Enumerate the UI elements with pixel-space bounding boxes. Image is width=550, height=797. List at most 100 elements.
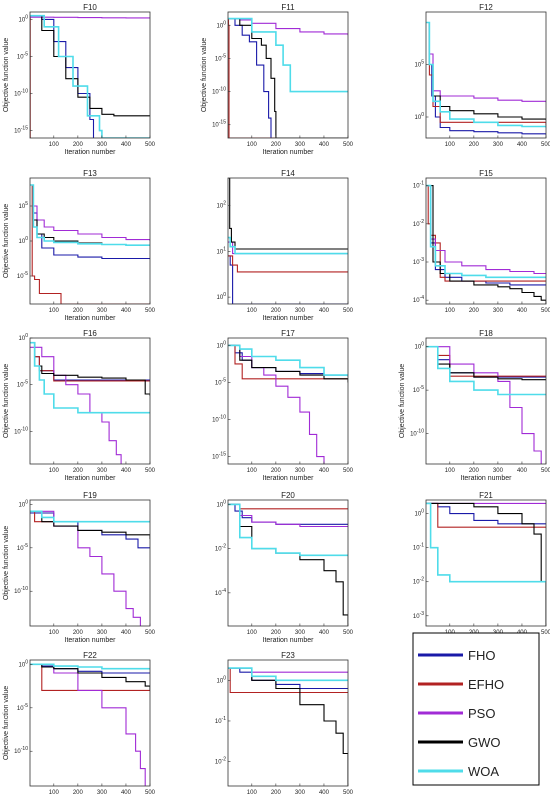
x-tick-label: 100 bbox=[49, 630, 60, 636]
x-tick-label: 500 bbox=[541, 468, 550, 474]
series-gwo-line bbox=[30, 510, 150, 540]
x-tick-label: 100 bbox=[49, 790, 60, 796]
plot-frame bbox=[227, 499, 349, 627]
series-woa-line bbox=[228, 667, 348, 682]
series-gwo-line bbox=[228, 667, 348, 786]
series-woa-line bbox=[426, 502, 546, 583]
y-tick-label: 10-15 bbox=[212, 120, 226, 129]
x-tick-label: 400 bbox=[319, 630, 330, 636]
x-axis-label: Iteration number bbox=[263, 475, 315, 482]
x-tick-label: 400 bbox=[121, 308, 132, 314]
series-group bbox=[30, 341, 150, 464]
x-tick-label: 200 bbox=[271, 630, 282, 636]
plot-area bbox=[426, 12, 546, 138]
series-pso-line bbox=[30, 184, 150, 241]
series-group bbox=[426, 184, 546, 304]
x-axis-label: Iteration number bbox=[263, 149, 315, 156]
series-woa-line bbox=[228, 236, 348, 255]
x-tick-label: 500 bbox=[541, 142, 550, 148]
y-tick-label: 10-2 bbox=[413, 219, 424, 228]
series-group bbox=[30, 184, 150, 304]
y-tick-label: 100 bbox=[217, 499, 227, 508]
x-axis-label: Iteration number bbox=[65, 315, 117, 322]
series-group bbox=[228, 17, 348, 138]
plot-frame bbox=[29, 659, 151, 787]
y-tick-label: 10-5 bbox=[17, 703, 28, 712]
x-tick-label: 300 bbox=[493, 308, 504, 314]
series-group bbox=[30, 663, 150, 786]
y-tick-label: 10-5 bbox=[215, 53, 226, 62]
chart-title: F20 bbox=[281, 491, 295, 500]
y-tick-label: 100 bbox=[19, 236, 29, 245]
series-fho-line bbox=[426, 185, 546, 286]
y-tick-label: 10-4 bbox=[215, 588, 226, 597]
x-tick-label: 200 bbox=[73, 790, 84, 796]
series-gwo-line bbox=[228, 344, 348, 383]
y-tick-label: 10-1 bbox=[413, 181, 424, 190]
x-tick-label: 300 bbox=[97, 468, 108, 474]
y-axis-label: Objective function value bbox=[3, 364, 10, 438]
y-tick-label: 10-5 bbox=[17, 271, 28, 280]
chart-f21: F2110020030040050010010-110-210-3Iterati… bbox=[413, 491, 550, 644]
y-tick-label: 10-2 bbox=[215, 757, 226, 766]
y-tick-label: 10-5 bbox=[215, 377, 226, 386]
plot-frame bbox=[425, 499, 547, 627]
y-tick-label: 101 bbox=[217, 246, 227, 255]
y-tick-label: 100 bbox=[217, 340, 227, 349]
y-tick-label: 10-10 bbox=[14, 586, 28, 595]
series-pso-line bbox=[426, 21, 546, 103]
chart-title: F18 bbox=[479, 329, 493, 338]
x-tick-label: 200 bbox=[271, 790, 282, 796]
x-tick-label: 100 bbox=[247, 142, 258, 148]
chart-f12: F12 100 200 300 400 500 105 100 bbox=[415, 3, 550, 148]
x-tick-label: 400 bbox=[319, 790, 330, 796]
y-tick-label: 10-15 bbox=[212, 452, 226, 461]
series-woa-line bbox=[426, 345, 546, 396]
x-tick-label: 100 bbox=[247, 630, 258, 636]
x-tick-label: 100 bbox=[247, 790, 258, 796]
x-tick-label: 400 bbox=[319, 308, 330, 314]
x-tick-label: 100 bbox=[445, 142, 456, 148]
plot-area bbox=[228, 660, 348, 786]
chart-title: F19 bbox=[83, 491, 97, 500]
x-tick-label: 400 bbox=[517, 308, 528, 314]
x-tick-label: 100 bbox=[247, 308, 258, 314]
chart-title: F14 bbox=[281, 169, 295, 178]
series-fho-line bbox=[30, 184, 150, 260]
x-tick-label: 300 bbox=[295, 790, 306, 796]
legend-label-woa: WOA bbox=[468, 764, 499, 779]
x-axis-label: Iteration number bbox=[65, 637, 117, 644]
x-tick-label: 500 bbox=[343, 308, 354, 314]
x-tick-label: 500 bbox=[145, 308, 156, 314]
y-tick-label: 10-3 bbox=[413, 611, 424, 620]
x-tick-label: 100 bbox=[445, 308, 456, 314]
series-pso-line bbox=[426, 346, 542, 464]
x-tick-label: 300 bbox=[97, 630, 108, 636]
y-tick-label: 10-15 bbox=[14, 126, 28, 135]
x-tick-label: 200 bbox=[73, 468, 84, 474]
plot-area bbox=[228, 178, 348, 304]
series-woa-line bbox=[426, 184, 546, 279]
x-axis-label: Iteration number bbox=[65, 149, 117, 156]
x-tick-label: 300 bbox=[493, 468, 504, 474]
legend-label-pso: PSO bbox=[468, 706, 495, 721]
x-axis-label: Iteration number bbox=[263, 637, 315, 644]
series-group bbox=[426, 345, 546, 464]
y-tick-label: 10-10 bbox=[410, 429, 424, 438]
x-tick-label: 100 bbox=[49, 468, 60, 474]
y-tick-label: 10-3 bbox=[413, 257, 424, 266]
x-tick-label: 400 bbox=[319, 468, 330, 474]
plot-frame bbox=[227, 659, 349, 787]
y-axis-label: Objective function value bbox=[3, 526, 10, 600]
y-tick-label: 100 bbox=[19, 499, 29, 508]
chart-f18: F18 100 200 300 400 500 100 10-5 10-10 Iteration … bbox=[399, 329, 550, 482]
series-woa-line bbox=[426, 21, 546, 128]
x-tick-label: 200 bbox=[73, 308, 84, 314]
series-woa-line bbox=[30, 663, 150, 670]
series-woa-line bbox=[228, 17, 348, 93]
plot-frame bbox=[29, 11, 151, 139]
x-tick-label: 500 bbox=[343, 790, 354, 796]
chart-f14: F14 100 200 300 400 500 102 101 100 Iteration num… bbox=[217, 169, 354, 322]
x-tick-label: 100 bbox=[49, 308, 60, 314]
x-tick-label: 300 bbox=[97, 790, 108, 796]
